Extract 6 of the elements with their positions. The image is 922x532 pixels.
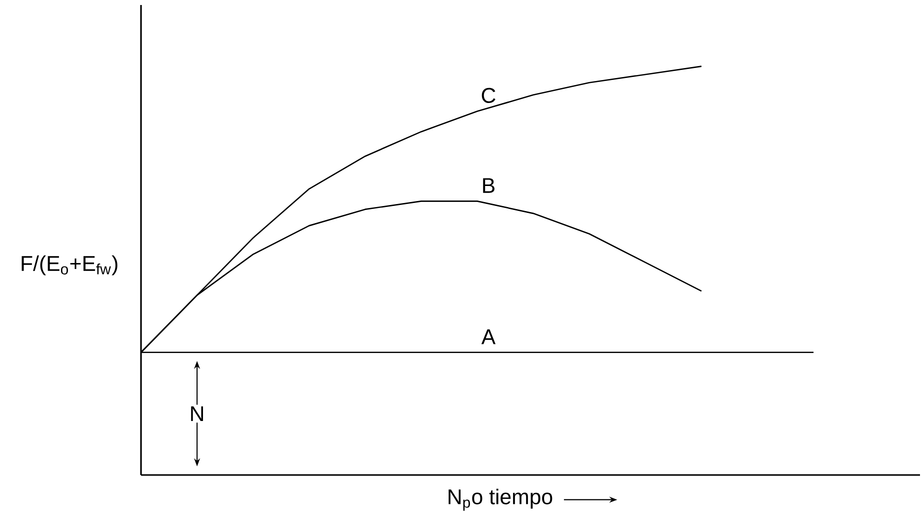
series-label: C — [482, 88, 496, 103]
x-axis-title: N$_{p}$o tiempo — [448, 488, 552, 511]
y-axis-title: F/(E$_{o}$+E$_{fw}$) — [22, 255, 118, 276]
series-label: B — [483, 178, 494, 193]
annotation: N — [191, 406, 204, 422]
series-label: A — [481, 329, 496, 344]
